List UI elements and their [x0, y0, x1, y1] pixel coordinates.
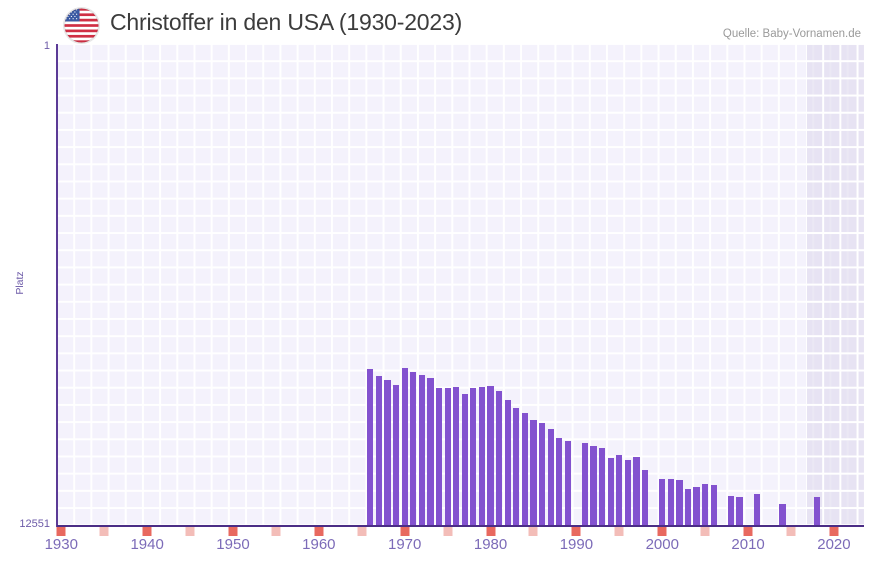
bar: [702, 483, 709, 526]
bar: [375, 375, 383, 526]
bar: [435, 387, 443, 526]
x-axis-tick-label: 2010: [731, 536, 765, 553]
bar: [384, 380, 391, 526]
x-axis-tick-minor: [271, 527, 281, 536]
bar: [393, 385, 400, 526]
y-axis-line: [56, 44, 58, 527]
bar: [461, 394, 468, 526]
x-axis-tick-label: 2020: [817, 536, 851, 553]
bar: [453, 387, 460, 526]
bar: [641, 469, 649, 526]
bar: [487, 385, 494, 526]
x-axis-tick-label: 1950: [216, 536, 250, 553]
x-axis-tick-major: [142, 527, 152, 536]
x-axis-tick-major: [314, 527, 324, 536]
x-axis-tick-label: 1940: [130, 536, 164, 553]
bar: [478, 387, 486, 526]
page-title: Christoffer in den USA (1930-2023): [110, 9, 463, 35]
bar: [367, 368, 374, 526]
bar: [684, 489, 692, 526]
bar: [513, 408, 520, 526]
bar: [633, 457, 640, 526]
x-axis-tick-major: [743, 527, 753, 536]
bar: [556, 437, 563, 526]
bar: [564, 440, 571, 526]
x-axis-tick-minor: [614, 527, 624, 536]
bar: [727, 495, 734, 526]
x-axis-tick-major: [571, 527, 581, 536]
bar: [590, 446, 597, 526]
bar: [504, 400, 511, 526]
bar: [753, 494, 760, 526]
bar: [624, 459, 631, 526]
x-axis-tick-label: 2000: [645, 536, 679, 553]
x-axis-tick-major: [400, 527, 410, 536]
chart-gridlines: [57, 44, 864, 526]
x-axis-tick-major: [829, 527, 839, 536]
y-axis-top-label: 1: [43, 40, 50, 52]
bar: [496, 390, 503, 526]
chart-plot-area: [57, 44, 864, 526]
bar: [401, 367, 408, 526]
bar: [616, 455, 623, 526]
bar: [599, 447, 606, 526]
bar: [521, 413, 528, 526]
us-flag-icon: [64, 8, 99, 43]
x-axis-tick-label: 1930: [44, 536, 78, 553]
y-axis-bottom-label: 12551: [19, 518, 50, 530]
bar: [736, 497, 743, 526]
x-axis-tick-minor: [786, 527, 796, 536]
bar: [410, 371, 417, 526]
x-axis-line: [57, 525, 864, 527]
source-attribution: Quelle: Baby-Vornamen.de: [722, 28, 861, 40]
bar: [779, 504, 786, 526]
x-axis-tick-minor: [528, 527, 538, 536]
bar: [676, 479, 683, 526]
bar: [581, 443, 589, 526]
x-axis-tick-label: 1960: [302, 536, 336, 553]
bar: [547, 429, 554, 526]
bar: [530, 419, 537, 526]
bar: [659, 479, 666, 526]
bar: [710, 484, 717, 526]
bar: [427, 377, 434, 526]
x-axis-tick-major: [56, 527, 66, 536]
x-axis-tick-minor: [443, 527, 453, 536]
bar: [470, 388, 477, 526]
bar: [693, 486, 700, 526]
bar: [538, 423, 546, 526]
y-axis-title: Platz: [14, 271, 26, 295]
forecast-shaded-region-gridlines: [806, 44, 864, 526]
x-axis-tick-major: [228, 527, 238, 536]
x-axis-tick-minor: [700, 527, 710, 536]
x-axis-tick-major: [486, 527, 496, 536]
x-axis-tick-label: 1980: [473, 536, 508, 553]
bar: [607, 458, 614, 526]
x-axis-tick-minor: [185, 527, 195, 536]
x-axis-tick-minor: [99, 527, 109, 536]
x-axis-tick-label: 1990: [559, 536, 594, 553]
x-axis-tick-minor: [357, 527, 367, 536]
bar: [444, 388, 451, 526]
x-axis-tick-label: 1970: [388, 536, 422, 553]
bar: [418, 374, 425, 526]
chart-header: Christoffer in den USA (1930-2023) Quell…: [0, 0, 873, 44]
x-axis-tick-major: [657, 527, 667, 536]
bar: [667, 478, 674, 526]
bar: [813, 496, 820, 526]
